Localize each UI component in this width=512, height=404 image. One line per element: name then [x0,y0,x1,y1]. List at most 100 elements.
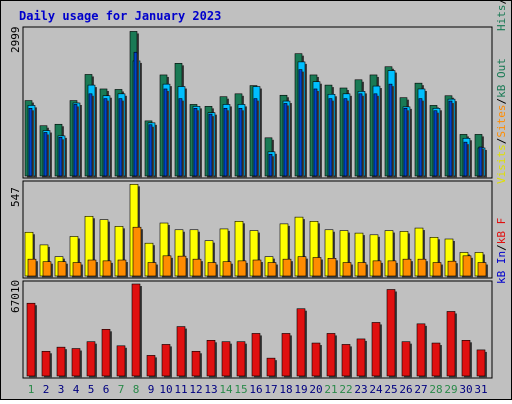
bar-sites-19 [297,256,307,277]
x-tick-label-19: 19 [294,383,307,396]
x-tick-label-24: 24 [369,383,383,396]
bar-pages-6 [103,98,108,177]
bar-sites-16 [252,259,262,277]
bar-kbf-30 [461,340,471,377]
bar-sites-29 [447,260,457,277]
bar-kbf-3 [56,346,66,377]
bar-pages-31 [478,146,483,177]
bar-kbf-27 [416,323,426,377]
x-tick-label-10: 10 [159,383,172,396]
legend-top: Hits/Files/Pages [495,1,508,31]
x-tick-label-25: 25 [384,383,397,396]
bar-pages-12 [193,108,198,177]
bar-pages-13-shadow [211,116,214,178]
bar-pages-16-shadow [256,100,259,178]
bar-sites-7 [117,259,127,277]
middle-ymax-label: 547 [9,187,22,207]
bar-pages-11-shadow [181,100,184,178]
bar-kbf-16 [251,333,261,377]
x-tick-label-17: 17 [264,383,277,396]
bar-sites-25 [387,260,397,277]
bar-sites-3 [57,261,67,277]
legend-top-hits: Hits [495,5,508,32]
bar-kbf-29 [446,311,456,377]
bar-pages-6-shadow [106,100,109,178]
bar-pages-3-shadow [61,139,64,178]
x-tick-label-20: 20 [309,383,322,396]
bar-pages-15 [238,108,243,177]
legend-bottom-separator: / [495,244,508,251]
bar-kbf-23 [356,338,366,377]
bar-sites-4 [72,262,82,277]
bar-pages-31-shadow [481,148,484,178]
bar-pages-28-shadow [436,112,439,178]
bar-sites-28 [432,262,442,277]
x-tick-label-8: 8 [133,383,140,396]
bar-kbf-14 [221,341,231,377]
bar-pages-7-shadow [121,100,124,178]
bar-kbf-7 [116,345,126,377]
x-tick-label-18: 18 [279,383,292,396]
bar-kbf-8 [131,283,141,377]
x-tick-label-9: 9 [148,383,155,396]
bar-pages-20 [313,88,318,177]
bar-pages-9-shadow [151,126,154,178]
bar-kbf-28 [431,342,441,377]
bar-pages-22 [343,98,348,177]
bar-pages-25-shadow [391,86,394,178]
bar-pages-13 [208,113,213,177]
bar-kbf-31 [476,349,486,377]
bar-pages-15-shadow [241,110,244,178]
legend-middle-visits: Visits [495,144,508,184]
bar-sites-12 [192,258,202,277]
bar-kbf-5 [86,341,96,377]
legend-top-separator: / [495,1,508,5]
x-tick-label-3: 3 [58,383,65,396]
bar-pages-8 [133,51,138,177]
legend-middle-separator: / [495,98,508,105]
bar-pages-22-shadow [346,100,349,178]
legend-bottom-kb-in: kB In [495,251,508,284]
x-tick-label-1: 1 [28,383,35,396]
bar-pages-18 [283,103,288,177]
x-tick-label-23: 23 [354,383,367,396]
bar-pages-11 [178,98,183,177]
bar-pages-28 [433,110,438,177]
bar-kbf-4 [71,348,81,377]
bar-pages-5-shadow [91,95,94,178]
bar-sites-31 [477,262,487,277]
x-tick-label-28: 28 [429,383,442,396]
bar-kbf-22 [341,344,351,377]
x-tick-label-5: 5 [88,383,95,396]
legend-bottom: kB In/kB F [495,218,508,284]
bar-pages-21 [328,98,333,177]
bar-pages-20-shadow [316,90,319,178]
bar-sites-2 [42,261,52,277]
bar-sites-24 [372,260,382,277]
bar-pages-24 [373,93,378,177]
bar-sites-26 [402,258,412,277]
bar-pages-10-shadow [166,90,169,178]
bar-pages-16 [253,98,258,177]
bar-sites-18 [282,258,292,277]
bar-pages-17-shadow [271,156,274,178]
bar-kbf-6 [101,329,111,377]
bar-kbf-17 [266,357,276,377]
bar-pages-21-shadow [331,100,334,178]
bar-pages-29-shadow [451,103,454,178]
x-tick-label-14: 14 [219,383,233,396]
bar-pages-23-shadow [361,95,364,178]
bar-kbf-9 [146,355,156,377]
bar-sites-17 [267,262,277,277]
bar-pages-17 [268,153,273,177]
x-tick-label-2: 2 [43,383,50,396]
bar-sites-21 [327,258,337,277]
x-tick-label-26: 26 [399,383,412,396]
bar-pages-7 [118,98,123,177]
bar-kbf-12 [191,350,201,377]
bar-pages-26-shadow [406,110,409,178]
bar-kbf-20 [311,342,321,377]
bar-pages-8-shadow [136,54,139,179]
